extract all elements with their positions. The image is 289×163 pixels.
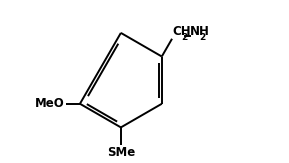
- Text: SMe: SMe: [107, 146, 135, 159]
- Text: MeO: MeO: [35, 97, 65, 110]
- Text: 2: 2: [181, 33, 188, 42]
- Text: 2: 2: [199, 33, 205, 42]
- Text: CH: CH: [173, 25, 191, 38]
- Text: NH: NH: [190, 25, 210, 38]
